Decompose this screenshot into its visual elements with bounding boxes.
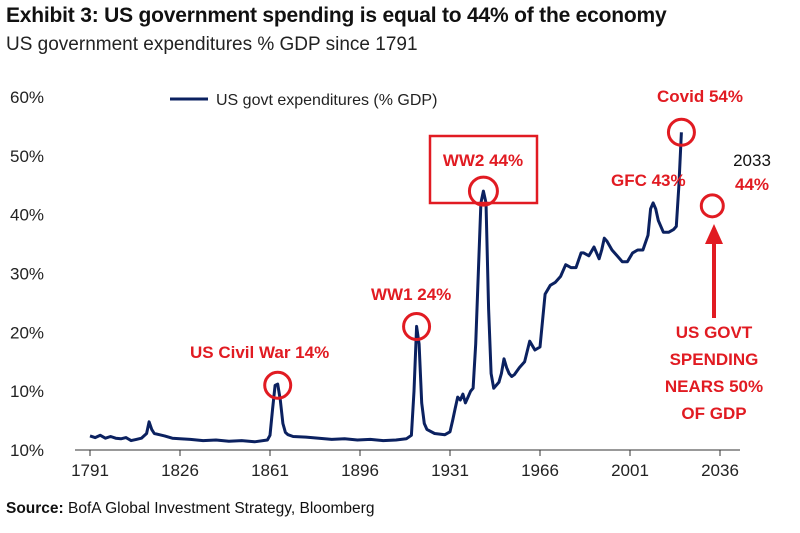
chart-subtitle: US government expenditures % GDP since 1… — [6, 34, 418, 55]
y-tick-label: 60% — [10, 88, 44, 107]
annotation-2033-value: 44% — [735, 175, 769, 194]
callout-line: NEARS 50% — [665, 377, 763, 396]
marker-ww1-circle — [402, 311, 432, 341]
x-tick-label: 2036 — [701, 461, 739, 480]
y-tick-label: 50% — [10, 147, 44, 166]
chart-title: Exhibit 3: US government spending is equ… — [6, 4, 667, 27]
y-axis: 10% 10% 20% 30% 40% 50% 60% — [10, 88, 44, 460]
source-text: BofA Global Investment Strategy, Bloombe… — [68, 500, 375, 517]
annotation-ww1: WW1 24% — [371, 285, 451, 304]
x-tick-label: 1791 — [71, 461, 109, 480]
ww2-box — [428, 134, 539, 205]
y-tick-label: 10% — [10, 441, 44, 460]
x-tick-label: 1896 — [341, 461, 379, 480]
annotation-ww2: WW2 44% — [443, 151, 523, 170]
callout-line: US GOVT — [676, 323, 753, 342]
annotation-2033-year: 2033 — [733, 151, 771, 170]
annotation-covid: Covid 54% — [657, 87, 743, 106]
annotations: US Civil War 14% WW1 24% WW2 44% GFC 43% Cov… — [190, 87, 771, 423]
y-tick-label: 40% — [10, 206, 44, 225]
source-note: Source: BofA Global Investment Strategy,… — [6, 500, 374, 518]
marker-covid-circle — [666, 117, 696, 147]
callout-arrow-head — [705, 224, 723, 244]
legend-label: US govt expenditures (% GDP) — [216, 92, 437, 109]
series-layer — [89, 132, 683, 444]
x-tick-label: 1931 — [431, 461, 469, 480]
y-tick-label: 10% — [10, 382, 44, 401]
callout-line: SPENDING — [670, 350, 759, 369]
marker-ww2-circle — [467, 175, 499, 207]
annotation-gfc: GFC 43% — [611, 171, 686, 190]
y-tick-label: 30% — [10, 265, 44, 284]
marker-civil-war-circle — [263, 370, 293, 400]
x-tick-label: 1826 — [161, 461, 199, 480]
x-tick-label: 1966 — [521, 461, 559, 480]
x-axis: 1791 1826 1861 1896 1931 1966 2001 2036 — [71, 450, 739, 480]
x-tick-label: 1861 — [251, 461, 289, 480]
annotation-civil-war: US Civil War 14% — [190, 343, 329, 362]
callout-line: OF GDP — [681, 404, 746, 423]
x-tick-label: 2001 — [611, 461, 649, 480]
marker-2033-circle — [699, 193, 725, 219]
y-tick-label: 20% — [10, 323, 44, 342]
series-line-us-govt-expenditures — [89, 132, 683, 444]
source-label: Source: — [6, 500, 64, 517]
legend: US govt expenditures (% GDP) — [170, 92, 437, 109]
